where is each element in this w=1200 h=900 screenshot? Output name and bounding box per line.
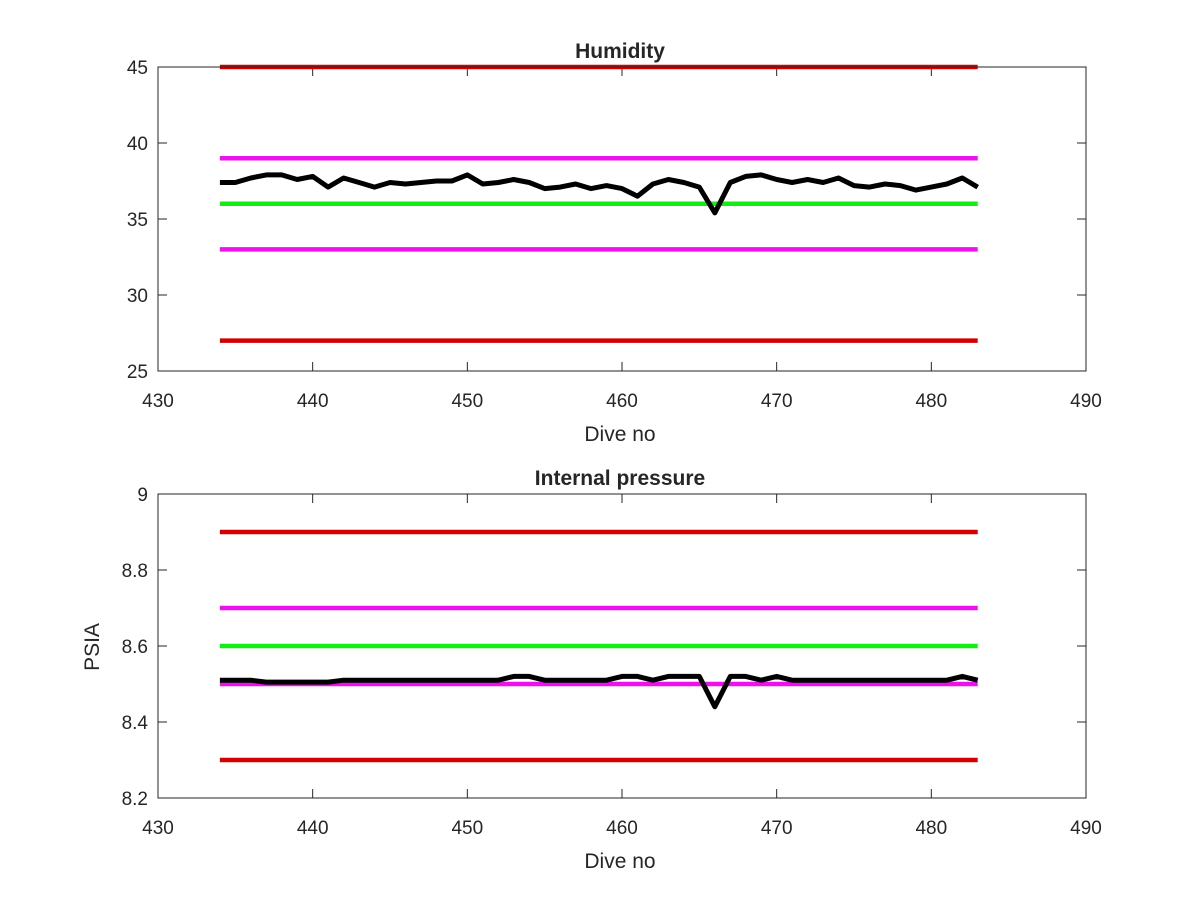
internal-pressure-xtick-label: 460 — [606, 818, 638, 839]
internal-pressure-title: Internal pressure — [535, 467, 705, 490]
internal-pressure-ytick-label: 9 — [137, 485, 148, 506]
internal-pressure-ytick-label: 8.2 — [122, 789, 148, 810]
humidity-ytick-label: 30 — [127, 286, 148, 307]
humidity-xtick-label: 490 — [1070, 391, 1102, 412]
humidity-series — [219, 64, 979, 343]
humidity-ytick-label: 40 — [127, 134, 148, 155]
humidity-ytick-label: 35 — [127, 210, 148, 231]
internal-pressure-xtick-label: 470 — [761, 818, 793, 839]
humidity-title: Humidity — [575, 40, 665, 63]
internal-pressure-xlabel: Dive no — [584, 850, 655, 873]
internal-pressure-plot: Internal pressure Dive no PSIA 430 440 450… — [81, 467, 1102, 873]
internal-pressure-measured-line — [219, 673, 979, 710]
humidity-xtick-label: 460 — [606, 391, 638, 412]
humidity-xtick-label: 440 — [297, 391, 329, 412]
humidity-xtick-label: 430 — [142, 391, 174, 412]
internal-pressure-xtick-label: 450 — [451, 818, 483, 839]
humidity-xtick-label: 470 — [761, 391, 793, 412]
internal-pressure-series — [219, 529, 979, 763]
humidity-measured-line — [219, 172, 979, 216]
humidity-ticks: 430 440 450 460 470 480 490 25 30 35 40 45 — [127, 58, 1102, 412]
internal-pressure-ytick-label: 8.6 — [122, 637, 148, 658]
internal-pressure-xtick-label: 430 — [142, 818, 174, 839]
humidity-xtick-label: 450 — [451, 391, 483, 412]
internal-pressure-ylabel: PSIA — [81, 623, 104, 671]
internal-pressure-ytick-label: 8.4 — [122, 713, 149, 734]
humidity-xlabel: Dive no — [584, 423, 655, 446]
internal-pressure-axes-box — [157, 493, 1087, 799]
humidity-plot: Humidity Dive no 430 440 450 460 470 480 490 25… — [127, 40, 1102, 446]
internal-pressure-xtick-label: 440 — [297, 818, 329, 839]
humidity-ytick-label: 45 — [127, 58, 148, 79]
internal-pressure-xtick-label: 480 — [915, 818, 947, 839]
humidity-axes-box — [157, 66, 1087, 372]
internal-pressure-ytick-label: 8.8 — [122, 561, 148, 582]
humidity-xtick-label: 480 — [915, 391, 947, 412]
humidity-ytick-label: 25 — [127, 362, 148, 383]
internal-pressure-xtick-label: 490 — [1070, 818, 1102, 839]
internal-pressure-ticks: 430 440 450 460 470 480 490 8.2 8.4 8.6 8.8 9 — [122, 485, 1102, 839]
